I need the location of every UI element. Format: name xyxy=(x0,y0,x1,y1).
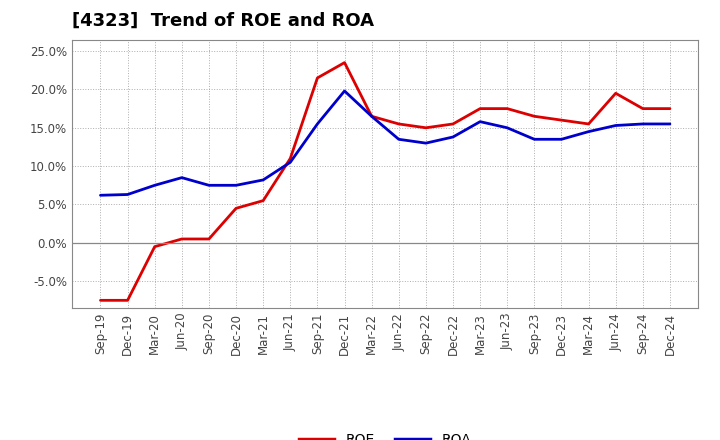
ROE xyxy=(259,198,268,203)
ROE xyxy=(476,106,485,111)
ROE xyxy=(123,298,132,303)
ROA xyxy=(639,121,647,127)
ROE xyxy=(341,60,349,65)
ROE xyxy=(530,114,539,119)
ROA xyxy=(665,121,674,127)
ROA xyxy=(150,183,159,188)
ROA xyxy=(530,137,539,142)
ROE xyxy=(639,106,647,111)
ROE xyxy=(611,91,620,96)
ROE xyxy=(286,156,294,161)
Text: [4323]  Trend of ROE and ROA: [4323] Trend of ROE and ROA xyxy=(72,12,374,30)
ROE xyxy=(204,236,213,242)
ROA xyxy=(341,88,349,94)
Legend: ROE, ROA: ROE, ROA xyxy=(294,428,477,440)
ROE xyxy=(503,106,511,111)
ROE xyxy=(178,236,186,242)
ROE xyxy=(557,117,566,123)
Line: ROE: ROE xyxy=(101,62,670,301)
ROA xyxy=(313,121,322,127)
ROE xyxy=(232,205,240,211)
ROE xyxy=(150,244,159,249)
ROE xyxy=(395,121,403,127)
ROA xyxy=(557,137,566,142)
ROA xyxy=(367,114,376,119)
ROA xyxy=(421,140,430,146)
ROA xyxy=(449,134,457,139)
ROA xyxy=(584,129,593,134)
Line: ROA: ROA xyxy=(101,91,670,195)
ROE xyxy=(449,121,457,127)
ROE xyxy=(367,114,376,119)
ROA xyxy=(232,183,240,188)
ROA xyxy=(395,137,403,142)
ROE xyxy=(313,75,322,81)
ROA xyxy=(178,175,186,180)
ROA xyxy=(503,125,511,130)
ROA xyxy=(123,192,132,197)
ROE xyxy=(584,121,593,127)
ROE xyxy=(421,125,430,130)
ROE xyxy=(96,298,105,303)
ROA xyxy=(476,119,485,124)
ROA xyxy=(611,123,620,128)
ROE xyxy=(665,106,674,111)
ROA xyxy=(204,183,213,188)
ROA xyxy=(286,160,294,165)
ROA xyxy=(96,193,105,198)
ROA xyxy=(259,177,268,183)
